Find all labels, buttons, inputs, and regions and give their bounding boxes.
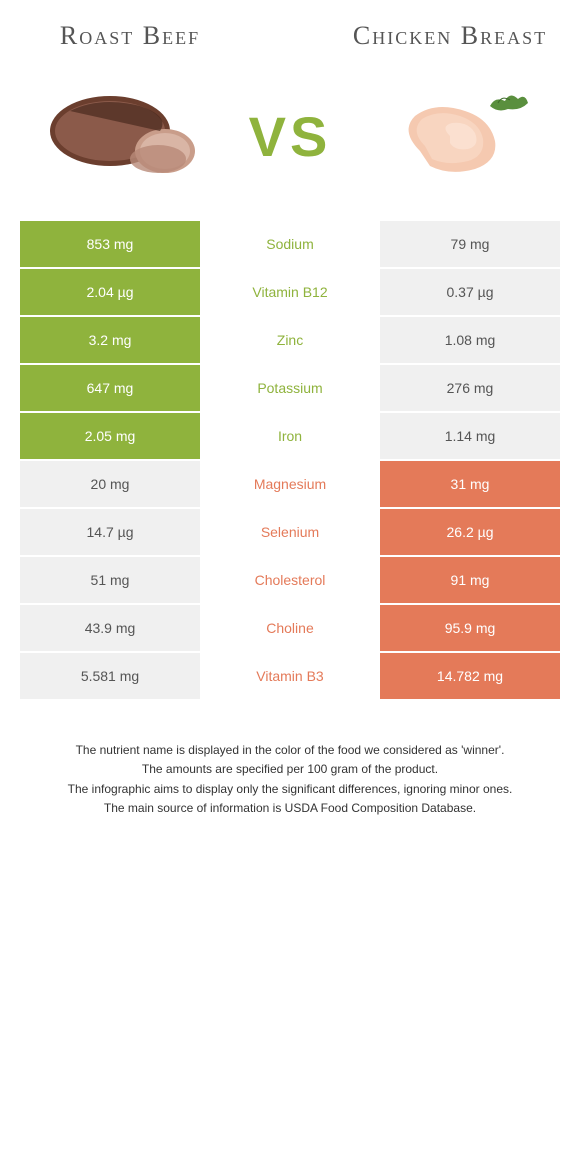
chicken-breast-image	[380, 81, 540, 191]
nutrient-name: Cholesterol	[200, 557, 380, 603]
right-value: 276 mg	[380, 365, 560, 411]
right-value: 1.08 mg	[380, 317, 560, 363]
footer-line: The infographic aims to display only the…	[40, 780, 540, 799]
nutrient-name: Potassium	[200, 365, 380, 411]
table-row: 2.04 µgVitamin B120.37 µg	[20, 269, 560, 317]
footer-line: The amounts are specified per 100 gram o…	[40, 760, 540, 779]
left-value: 2.05 mg	[20, 413, 200, 459]
table-row: 3.2 mgZinc1.08 mg	[20, 317, 560, 365]
table-row: 2.05 mgIron1.14 mg	[20, 413, 560, 461]
table-row: 51 mgCholesterol91 mg	[20, 557, 560, 605]
footer-line: The main source of information is USDA F…	[40, 799, 540, 818]
table-row: 853 mgSodium79 mg	[20, 221, 560, 269]
left-food-title: Roast Beef	[30, 20, 230, 51]
left-value: 647 mg	[20, 365, 200, 411]
left-value: 853 mg	[20, 221, 200, 267]
left-value: 2.04 µg	[20, 269, 200, 315]
table-row: 43.9 mgCholine95.9 mg	[20, 605, 560, 653]
roast-beef-image	[40, 81, 200, 191]
nutrient-name: Sodium	[200, 221, 380, 267]
left-value: 43.9 mg	[20, 605, 200, 651]
right-value: 79 mg	[380, 221, 560, 267]
right-food-title: Chicken Breast	[350, 20, 550, 51]
nutrient-name: Choline	[200, 605, 380, 651]
table-row: 14.7 µgSelenium26.2 µg	[20, 509, 560, 557]
right-value: 1.14 mg	[380, 413, 560, 459]
left-value: 20 mg	[20, 461, 200, 507]
left-value: 5.581 mg	[20, 653, 200, 699]
table-row: 647 mgPotassium276 mg	[20, 365, 560, 413]
vs-label: VS	[249, 104, 332, 169]
nutrient-name: Zinc	[200, 317, 380, 363]
footer-notes: The nutrient name is displayed in the co…	[20, 701, 560, 828]
right-value: 26.2 µg	[380, 509, 560, 555]
nutrient-name: Vitamin B12	[200, 269, 380, 315]
footer-line: The nutrient name is displayed in the co…	[40, 741, 540, 760]
nutrient-name: Magnesium	[200, 461, 380, 507]
right-value: 31 mg	[380, 461, 560, 507]
left-value: 51 mg	[20, 557, 200, 603]
nutrient-name: Iron	[200, 413, 380, 459]
right-value: 0.37 µg	[380, 269, 560, 315]
right-value: 95.9 mg	[380, 605, 560, 651]
right-value: 14.782 mg	[380, 653, 560, 699]
header: Roast Beef Chicken Breast	[20, 20, 560, 71]
nutrient-name: Vitamin B3	[200, 653, 380, 699]
right-value: 91 mg	[380, 557, 560, 603]
left-value: 3.2 mg	[20, 317, 200, 363]
table-row: 20 mgMagnesium31 mg	[20, 461, 560, 509]
comparison-table: 853 mgSodium79 mg2.04 µgVitamin B120.37 …	[20, 221, 560, 701]
nutrient-name: Selenium	[200, 509, 380, 555]
left-value: 14.7 µg	[20, 509, 200, 555]
images-row: VS	[20, 71, 560, 221]
table-row: 5.581 mgVitamin B314.782 mg	[20, 653, 560, 701]
